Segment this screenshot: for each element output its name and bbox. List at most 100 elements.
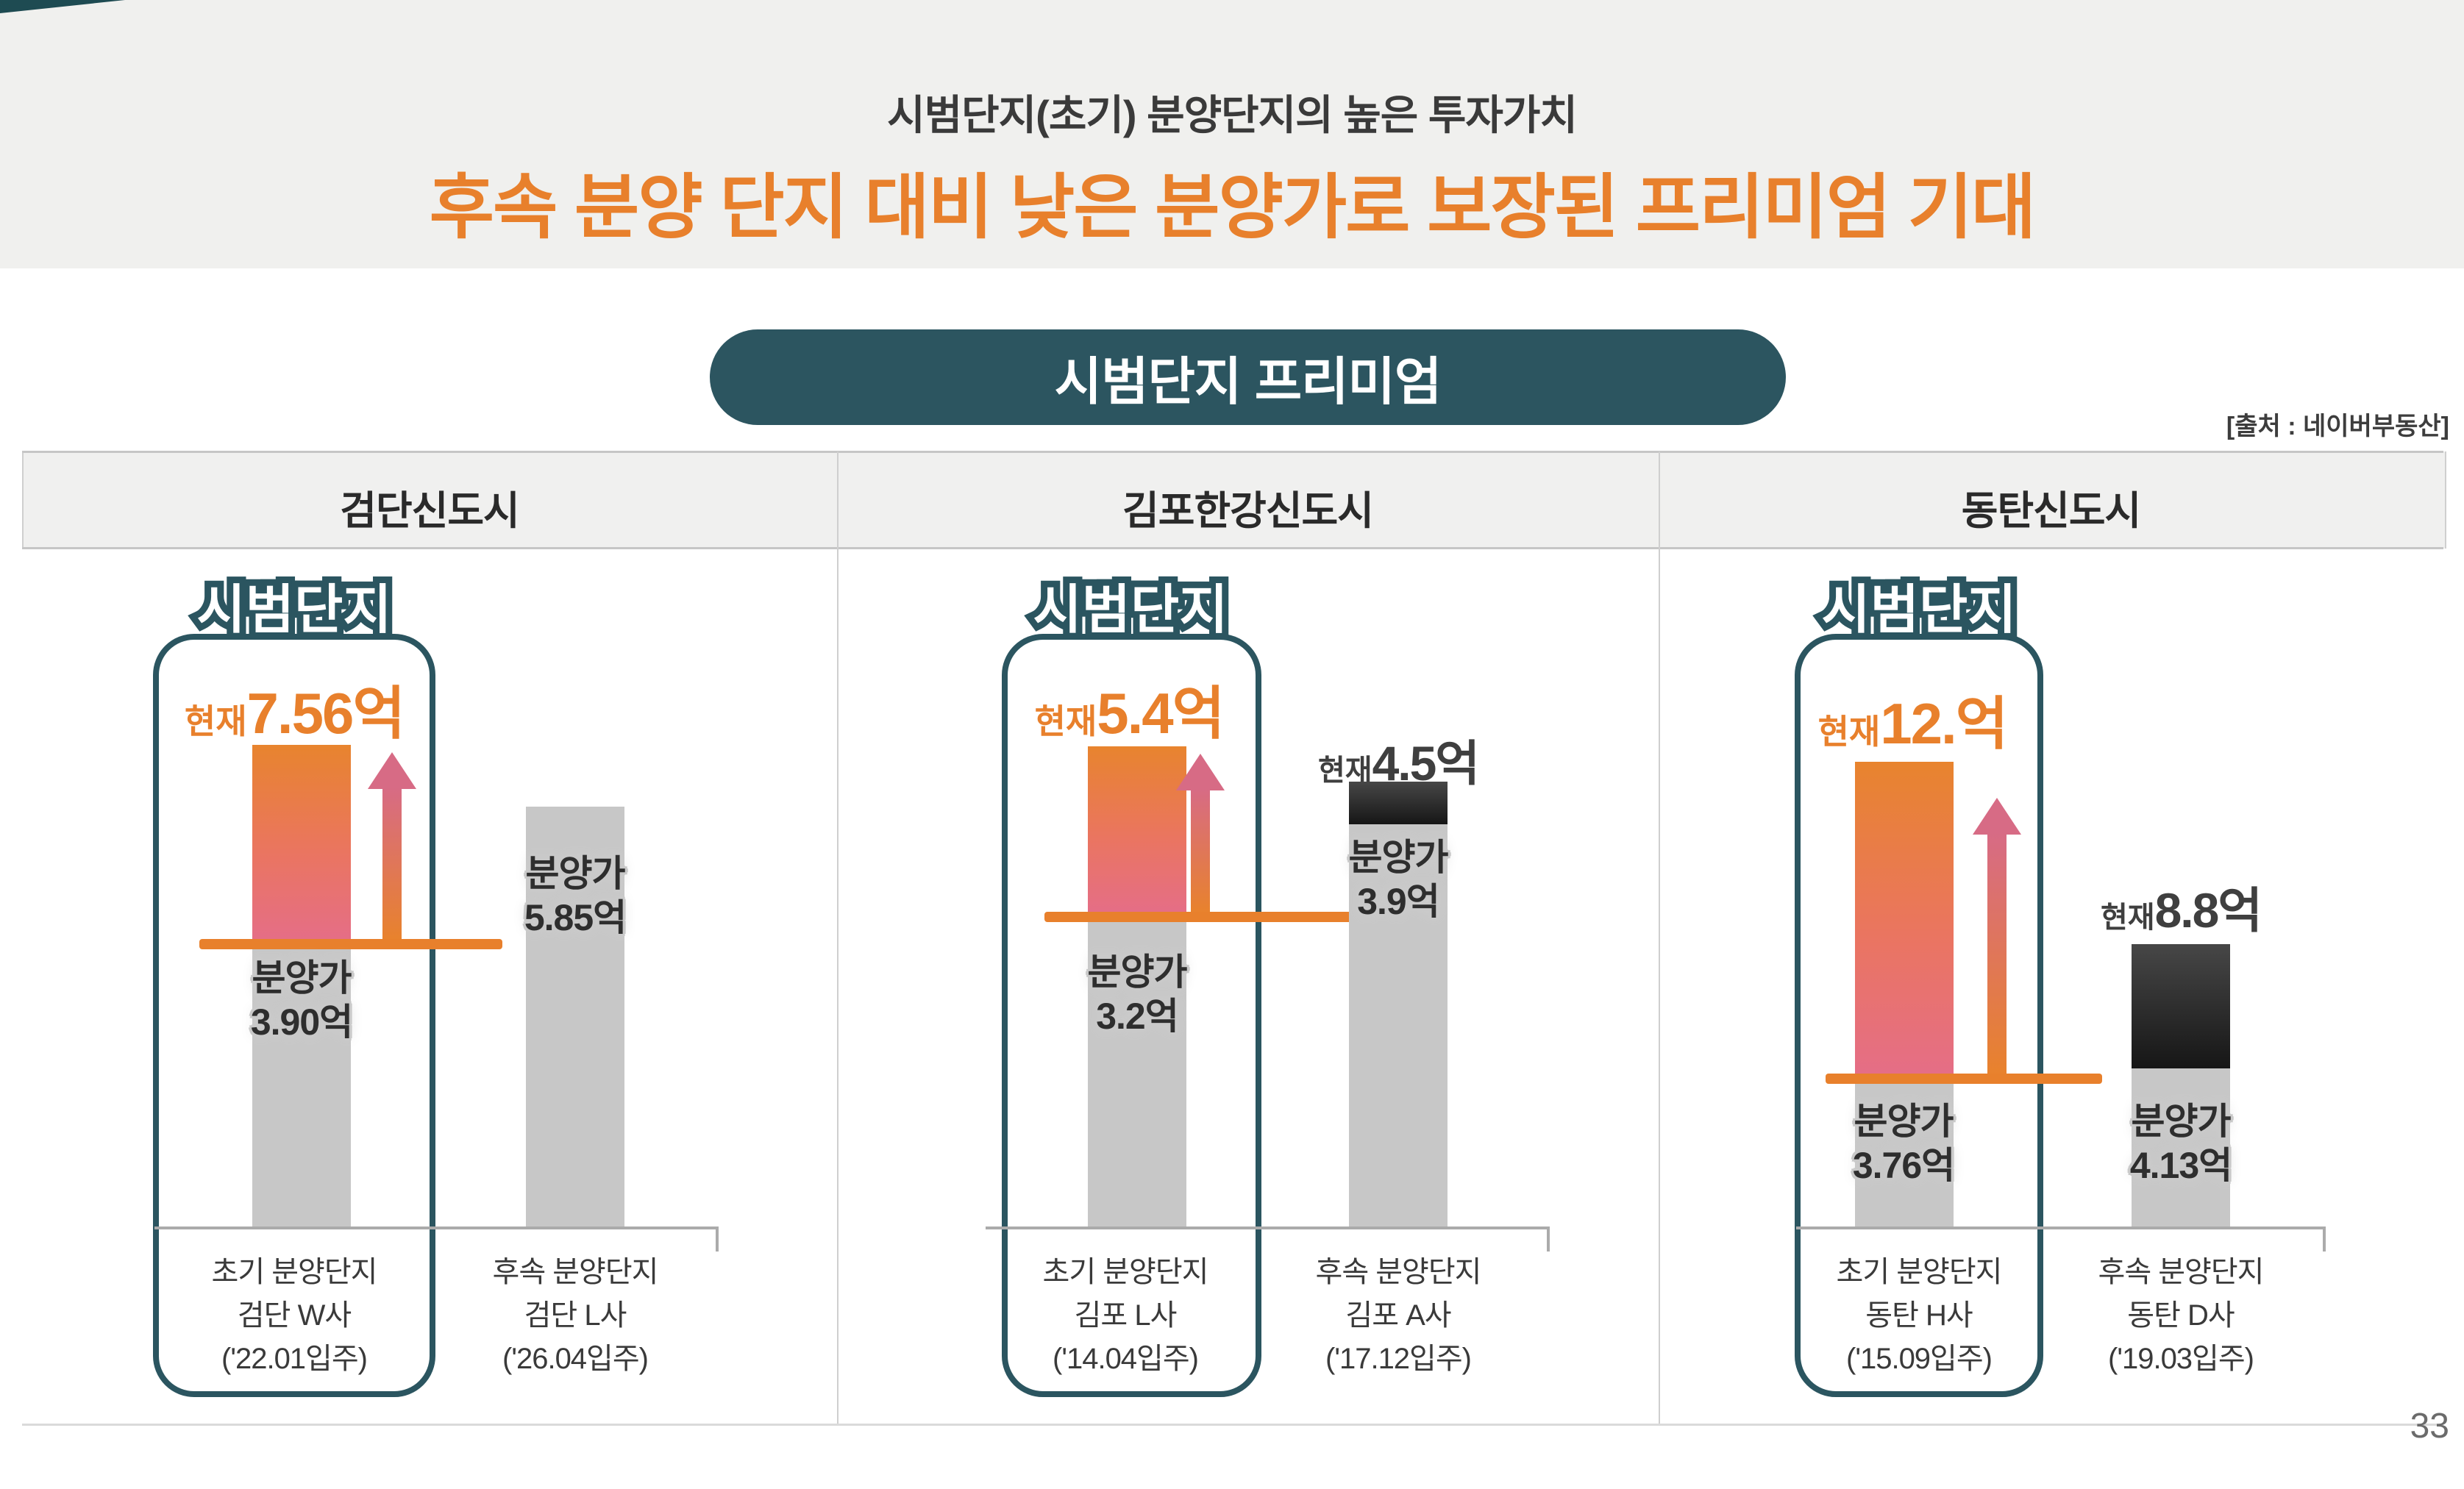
price-label-text: 분양가 [1348,837,1449,878]
rise-arrow-shaft-gumdan [382,788,402,939]
caption-line: ('26.04입주) [502,1343,649,1375]
caption-line: ('17.12입주) [1325,1343,1472,1375]
bar-gumdan-followup-base [526,807,624,1228]
column-header-gimpo: 김포한강신도시 [1122,489,1374,533]
price-label-text: 분양가 [1854,1101,1954,1142]
pilot-badge-dongtan-label: 시범단지 [1822,581,2017,640]
current-prefix: 현재 [184,702,247,740]
bar-dongtan-followup-gain [2132,944,2230,1068]
axis-baseline-dongtan [1796,1226,2326,1229]
page-number: 33 [2410,1407,2449,1446]
column-divider-2 [1659,451,1660,1424]
column-divider-1 [837,451,838,1424]
caption-line: 동탄 D사 [2127,1299,2235,1332]
caption-line: 동탄 H사 [1865,1299,1973,1332]
bar-dongtan-initial-gain [1855,762,1954,1074]
axis-end-tick-dongtan [2323,1226,2326,1251]
price-label-gimpo-followup: 분양가 3.9억 [1288,835,1509,924]
price-value-text: 3.9억 [1357,881,1440,922]
price-label-text: 분양가 [252,957,352,999]
bar-gimpo-followup-base [1349,824,1448,1228]
pilot-badge-gimpo: 시범단지 [1027,574,1235,646]
caption-line: 초기 분양단지 [1836,1256,2003,1288]
axis-baseline-gimpo [986,1226,1550,1229]
bar-gimpo-followup-gain [1349,782,1448,824]
current-prefix: 현재 [1317,754,1372,787]
section-pill: 시범단지 프리미엄 [710,329,1786,425]
current-value: 5.4억 [1097,681,1225,746]
bar-dongtan-initial-base [1855,1083,1954,1228]
axis-baseline-gumdan [154,1226,719,1229]
bar-dongtan-followup-base [2132,1068,2230,1228]
header-band [0,0,2464,268]
caption-gumdan-initial: 초기 분양단지 검단 W사 ('22.01입주) [88,1251,500,1381]
caption-line: 김포 A사 [1345,1299,1451,1332]
caption-line: ('14.04입주) [1053,1343,1199,1375]
rise-arrow-head-gumdan [368,752,416,789]
caption-line: 후속 분양단지 [2098,1256,2265,1288]
caption-line: 검단 W사 [237,1299,352,1332]
current-price-gimpo-initial: 현재5.4억 [945,668,1313,750]
caption-gimpo-followup: 후속 분양단지 김포 A사 ('17.12입주) [1192,1251,1604,1381]
caption-dongtan-initial: 초기 분양단지 동탄 H사 ('15.09입주) [1713,1251,2125,1381]
price-level-line-gumdan [199,939,502,949]
current-value: 7.56억 [246,681,406,746]
price-label-text: 분양가 [2131,1101,2232,1142]
axis-end-tick-gimpo [1547,1226,1550,1251]
pilot-complex-box-gumdan [153,634,435,1397]
caption-line: ('19.03입주) [2108,1343,2254,1375]
caption-line: 검단 L사 [524,1299,627,1332]
price-label-gumdan-followup: 분양가 5.85억 [465,851,686,940]
pilot-complex-box-dongtan [1795,634,2043,1397]
bar-gimpo-initial-base [1088,921,1186,1228]
table-bottom-border [22,1424,2443,1426]
caption-gimpo-initial: 초기 분양단지 김포 L사 ('14.04입주) [919,1251,1331,1381]
pilot-badge-gimpo-label: 시범단지 [1033,581,1228,640]
current-prefix: 현재 [1817,713,1881,751]
price-label-gimpo-initial: 분양가 3.2억 [1027,950,1247,1038]
caption-gumdan-followup: 후속 분양단지 검단 L사 ('26.04입주) [369,1251,781,1381]
rise-arrow-head-gimpo [1176,754,1225,790]
bar-gumdan-initial-base [252,949,351,1228]
section-pill-label: 시범단지 프리미엄 [1054,352,1442,410]
current-price-gimpo-followup: 현재4.5억 [1214,724,1582,795]
caption-line: 김포 L사 [1074,1299,1178,1332]
price-label-dongtan-followup: 분양가 4.13억 [2070,1099,2291,1188]
table-header-row [22,451,2446,549]
caption-line: 초기 분양단지 [211,1256,378,1288]
caption-line: 초기 분양단지 [1042,1256,1209,1288]
price-label-text: 분양가 [1087,951,1188,993]
table-top-border [22,451,2443,453]
price-value-text: 3.76억 [1852,1145,1955,1186]
current-prefix: 현재 [2100,901,2155,934]
price-level-line-gimpo [1044,912,1359,922]
price-label-gumdan-initial: 분양가 3.90억 [191,956,412,1044]
price-value-text: 4.13억 [2129,1145,2232,1186]
current-value: 8.8억 [2154,883,2262,938]
corner-accent-shape [0,0,125,13]
bar-gumdan-initial-gain [252,745,351,939]
caption-line: 후속 분양단지 [1315,1256,1482,1288]
price-value-text: 5.85억 [524,897,627,938]
caption-dongtan-followup: 후속 분양단지 동탄 D사 ('19.03입주) [1975,1251,2387,1381]
rise-arrow-shaft-gimpo [1191,789,1210,912]
slide-subtitle: 시범단지(초기) 분양단지의 높은 투자가치 [887,92,1578,138]
current-price-dongtan-followup: 현재8.8억 [1997,871,2365,942]
bar-gimpo-initial-gain [1088,746,1186,912]
current-price-dongtan-initial: 현재12.억 [1728,678,2096,760]
rise-arrow-head-dongtan [1973,798,2021,835]
axis-end-tick-gumdan [716,1226,719,1251]
price-label-dongtan-initial: 분양가 3.76억 [1793,1099,2014,1188]
current-value: 12.억 [1880,691,2008,756]
pilot-complex-box-gimpo [1002,634,1261,1397]
current-value: 4.5억 [1372,736,1480,790]
source-note: [출처 : 네이버부동산] [2226,413,2449,440]
caption-line: 후속 분양단지 [492,1256,659,1288]
pilot-badge-dongtan: 시범단지 [1815,574,2023,646]
column-header-dongtan: 동탄신도시 [1961,489,2141,533]
current-prefix: 현재 [1034,702,1097,740]
pilot-badge-gumdan: 시범단지 [191,574,399,646]
current-price-gumdan-initial: 현재7.56억 [110,668,478,750]
rise-arrow-shaft-dongtan [1987,833,2007,1074]
